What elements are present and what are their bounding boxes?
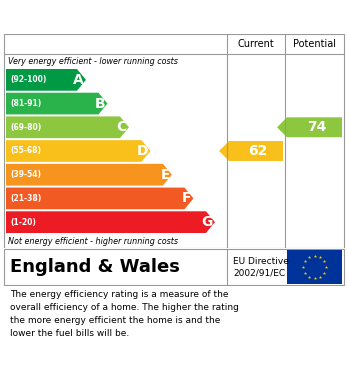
Polygon shape bbox=[277, 117, 342, 137]
Polygon shape bbox=[6, 140, 150, 162]
Polygon shape bbox=[6, 211, 215, 233]
Text: Potential: Potential bbox=[293, 39, 336, 49]
Polygon shape bbox=[219, 141, 283, 161]
Text: Not energy efficient - higher running costs: Not energy efficient - higher running co… bbox=[8, 237, 178, 246]
Text: (39-54): (39-54) bbox=[10, 170, 41, 179]
Text: (69-80): (69-80) bbox=[10, 123, 41, 132]
Polygon shape bbox=[6, 93, 108, 115]
Text: D: D bbox=[137, 144, 149, 158]
Text: A: A bbox=[73, 73, 84, 87]
Bar bbox=[287, 250, 342, 284]
Text: Very energy efficient - lower running costs: Very energy efficient - lower running co… bbox=[8, 57, 178, 66]
Text: E: E bbox=[160, 168, 170, 182]
Polygon shape bbox=[6, 69, 86, 91]
Text: (92-100): (92-100) bbox=[10, 75, 46, 84]
Text: 74: 74 bbox=[307, 120, 326, 134]
Polygon shape bbox=[6, 188, 193, 209]
Text: Energy Efficiency Rating: Energy Efficiency Rating bbox=[10, 9, 220, 25]
Text: B: B bbox=[95, 97, 105, 111]
Text: The energy efficiency rating is a measure of the
overall efficiency of a home. T: The energy efficiency rating is a measur… bbox=[10, 290, 239, 337]
Text: (55-68): (55-68) bbox=[10, 147, 41, 156]
Text: (81-91): (81-91) bbox=[10, 99, 41, 108]
Text: G: G bbox=[201, 215, 213, 229]
Polygon shape bbox=[6, 117, 129, 138]
Text: 62: 62 bbox=[248, 144, 268, 158]
Text: Current: Current bbox=[238, 39, 274, 49]
Text: 2002/91/EC: 2002/91/EC bbox=[233, 268, 285, 277]
Text: (21-38): (21-38) bbox=[10, 194, 41, 203]
Text: England & Wales: England & Wales bbox=[10, 258, 180, 276]
Text: C: C bbox=[117, 120, 127, 134]
Text: F: F bbox=[182, 192, 191, 205]
Text: EU Directive: EU Directive bbox=[233, 257, 289, 266]
Text: (1-20): (1-20) bbox=[10, 218, 36, 227]
Polygon shape bbox=[6, 164, 172, 186]
